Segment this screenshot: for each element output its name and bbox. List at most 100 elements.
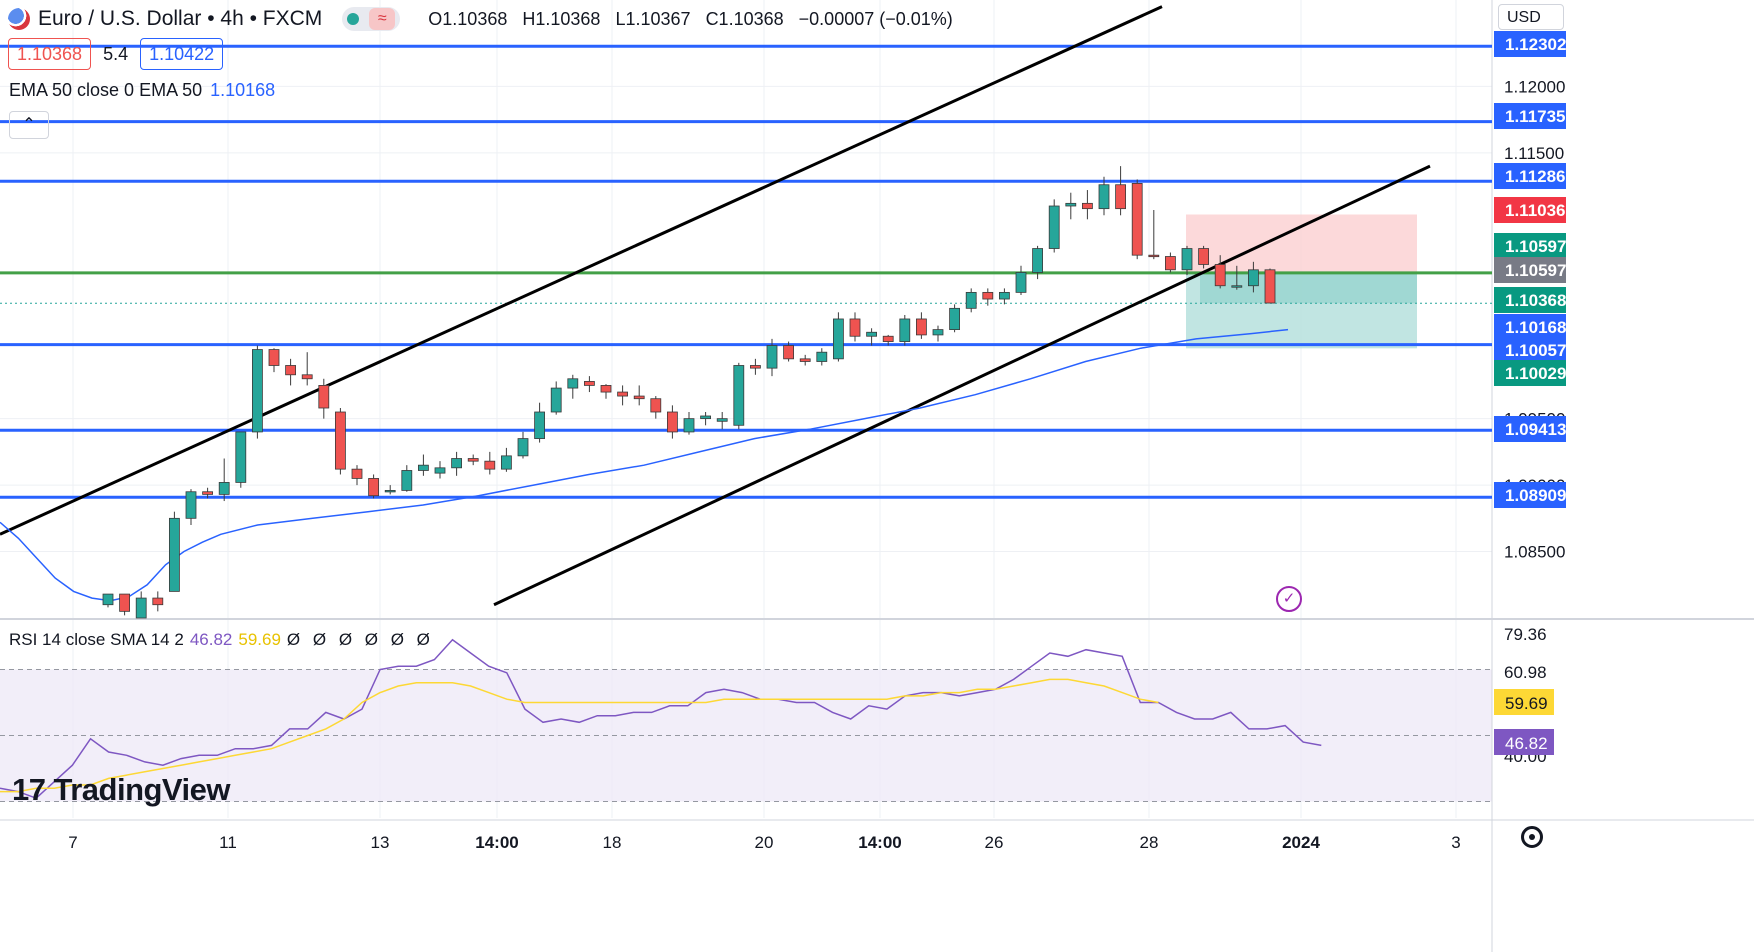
candle-body-20 (434, 467, 446, 474)
rsi-tag: 46.82 (1505, 734, 1548, 753)
candle-body-12 (301, 374, 313, 380)
rsi-sma-line (0, 678, 1159, 793)
candle-body-55 (1015, 272, 1027, 293)
candle-32 (633, 385, 645, 406)
rsi-sma-tag-bg (1494, 689, 1554, 715)
candle-body-66 (1198, 248, 1209, 265)
chart-header: Euro / U.S. Dollar • 4h • FXCM ≈ O1.1036… (0, 0, 963, 38)
gear-icon[interactable] (1521, 826, 1543, 848)
candle-6 (202, 487, 214, 499)
candle-64 (1165, 252, 1176, 273)
candle-body-17 (384, 490, 396, 493)
symbol-title[interactable]: Euro / U.S. Dollar • 4h • FXCM (38, 7, 323, 30)
candle-42 (799, 354, 811, 366)
candle-33 (650, 396, 662, 419)
candle-body-14 (334, 411, 346, 470)
candle-58 (1065, 192, 1077, 220)
candle-31 (617, 385, 628, 406)
candle-body-10 (268, 349, 280, 366)
candle-body-61 (1115, 184, 1126, 210)
price-label-8: 1.10057 (1505, 341, 1566, 360)
wave-icon: ≈ (369, 8, 396, 30)
lightning-icon[interactable]: ✓ (1276, 586, 1302, 612)
candle-body-35 (683, 418, 695, 433)
candle-body-16 (368, 478, 380, 497)
price-label-1: 1.11735 (1505, 107, 1566, 126)
buy-button[interactable]: 1.10422 (140, 38, 224, 70)
candle-48 (899, 314, 911, 346)
candle-body-67 (1214, 264, 1226, 287)
ema-legend[interactable]: EMA 50 close 0 EMA 50 1.10168 (9, 80, 275, 101)
chevron-up-icon[interactable]: ⌃ (9, 111, 49, 139)
price-tick-1: 1.11500 (1504, 144, 1564, 163)
candle-57 (1048, 199, 1060, 253)
candle-body-2 (135, 597, 147, 619)
candle-59 (1082, 190, 1093, 220)
price-label-bg-8 (1494, 337, 1566, 363)
candle-13 (318, 378, 330, 419)
price-tick-4: 1.08500 (1504, 543, 1565, 562)
candle-body-44 (833, 318, 844, 360)
candle-body-26 (534, 411, 545, 439)
ohlc-change: −0.00007 (−0.01%) (798, 8, 953, 29)
price-label-5: 1.10597 (1505, 261, 1566, 280)
candle-body-40 (766, 345, 778, 369)
price-label-0: 1.12302 (1505, 35, 1566, 54)
price-label-9: 1.10029 (1505, 364, 1566, 383)
candle-30 (600, 384, 612, 399)
candle-body-47 (882, 335, 894, 342)
candle-body-62 (1131, 183, 1143, 256)
candle-15 (351, 465, 363, 486)
rsi-legend-label: RSI 14 close SMA 14 2 (9, 630, 184, 649)
candle-body-31 (617, 391, 628, 397)
time-tick-9: 2024 (1282, 833, 1320, 852)
candle-70 (1264, 268, 1276, 304)
time-tick-4: 18 (603, 833, 622, 852)
green-dot-icon (347, 13, 360, 25)
candle-10 (268, 348, 280, 373)
price-label-11: 1.08909 (1505, 486, 1566, 505)
sell-button[interactable]: 1.10368 (8, 38, 92, 70)
candle-0 (102, 593, 114, 608)
candle-body-51 (949, 307, 960, 330)
candle-body-27 (550, 387, 562, 413)
candle-12 (301, 352, 313, 386)
time-tick-1: 11 (219, 833, 237, 852)
candle-body-33 (650, 398, 662, 413)
candle-body-11 (285, 365, 297, 376)
candle-body-43 (816, 351, 828, 362)
price-label-2: 1.11286 (1505, 167, 1566, 186)
currency-selector[interactable]: USD (1498, 4, 1564, 30)
candle-43 (816, 348, 828, 366)
candle-49 (916, 312, 927, 339)
time-tick-2: 13 (371, 833, 390, 852)
price-label-bg-7 (1494, 314, 1566, 340)
candle-body-64 (1165, 256, 1176, 271)
candle-34 (667, 405, 678, 439)
candle-body-29 (584, 381, 595, 386)
rsi-sma-tag: 59.69 (1505, 694, 1548, 713)
status-pill[interactable]: ≈ (342, 7, 401, 31)
price-label-4: 1.10597 (1505, 237, 1566, 256)
time-tick-6: 14:00 (858, 833, 901, 852)
candle-body-13 (318, 385, 330, 409)
candle-19 (417, 454, 429, 476)
rsi-legend[interactable]: RSI 14 close SMA 14 2 46.82 59.69 Ø Ø Ø Ø Ø… (9, 630, 434, 650)
ema-legend-label: EMA 50 close 0 EMA 50 (9, 80, 203, 100)
price-label-bg-1 (1494, 103, 1566, 129)
candle-69 (1248, 261, 1259, 293)
candle-35 (683, 412, 695, 435)
price-label-bg-11 (1494, 482, 1566, 508)
candle-body-58 (1065, 202, 1077, 207)
candle-body-68 (1231, 285, 1243, 288)
candle-17 (384, 485, 396, 495)
candle-39 (750, 358, 761, 375)
ema-legend-value: 1.10168 (210, 80, 276, 100)
candle-body-48 (899, 318, 911, 342)
price-label-bg-6 (1494, 287, 1566, 313)
trade-boxes: 1.10368 5.4 1.10422 (8, 38, 224, 70)
rsi-line (0, 638, 1322, 800)
candle-47 (882, 334, 894, 346)
candle-44 (833, 312, 844, 362)
